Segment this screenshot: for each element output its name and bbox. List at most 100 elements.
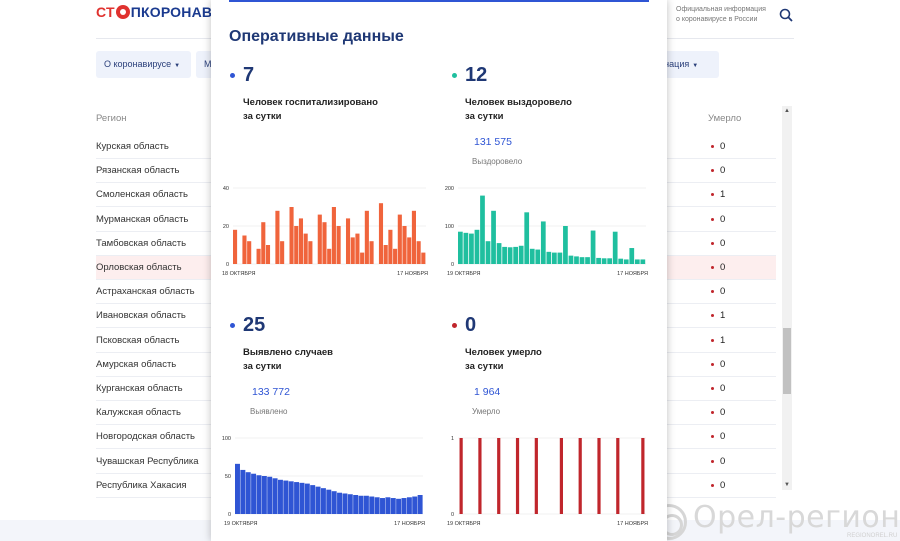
chart-bar[interactable] bbox=[412, 496, 418, 514]
chart-bar[interactable] bbox=[369, 496, 375, 514]
chart-bar[interactable] bbox=[411, 210, 416, 264]
chart-bar[interactable] bbox=[308, 241, 313, 264]
chart-bar[interactable] bbox=[596, 257, 601, 264]
chart-bar[interactable] bbox=[535, 249, 541, 264]
chart-bar[interactable] bbox=[380, 498, 385, 514]
chart-bar[interactable] bbox=[315, 486, 321, 514]
chart-bar[interactable] bbox=[397, 214, 402, 264]
chart-bar[interactable] bbox=[401, 498, 407, 514]
chart-bar[interactable] bbox=[579, 257, 585, 264]
chart-bar[interactable] bbox=[320, 488, 326, 514]
chart-bar[interactable] bbox=[540, 221, 546, 264]
chart-bar[interactable] bbox=[578, 438, 582, 514]
chart-bar[interactable] bbox=[283, 480, 289, 514]
chart-bar[interactable] bbox=[618, 258, 624, 264]
chart-bar[interactable] bbox=[304, 483, 310, 514]
chart-bar[interactable] bbox=[242, 235, 247, 265]
chart-bar[interactable] bbox=[388, 229, 393, 264]
chart-bar[interactable] bbox=[634, 259, 640, 264]
chart-bar[interactable] bbox=[233, 229, 238, 264]
chart-bar[interactable] bbox=[640, 259, 646, 264]
chart-bar[interactable] bbox=[496, 243, 502, 264]
chart-bar[interactable] bbox=[294, 226, 299, 264]
column-header-died[interactable]: Умерло bbox=[708, 113, 742, 124]
chart-bar[interactable] bbox=[336, 226, 341, 264]
chart-bar[interactable] bbox=[385, 497, 391, 514]
column-header-region[interactable]: Регион bbox=[96, 113, 127, 124]
chart-bar[interactable] bbox=[534, 438, 538, 514]
chart-bar[interactable] bbox=[574, 256, 579, 264]
chart-bar[interactable] bbox=[623, 259, 629, 264]
chart-bar[interactable] bbox=[272, 478, 278, 514]
chart-bar[interactable] bbox=[552, 252, 557, 264]
chart-bar[interactable] bbox=[383, 245, 388, 264]
chart-bar[interactable] bbox=[331, 491, 337, 514]
chart-bar[interactable] bbox=[374, 497, 380, 514]
chart-bar[interactable] bbox=[342, 493, 348, 514]
chart-bar[interactable] bbox=[337, 492, 343, 514]
menu-about-button[interactable]: О коронавирусе ▼ bbox=[96, 51, 191, 78]
chart-bar[interactable] bbox=[245, 472, 251, 514]
chart-bar[interactable] bbox=[299, 482, 305, 514]
chart-bar[interactable] bbox=[251, 473, 257, 514]
chart-bar[interactable] bbox=[256, 475, 262, 514]
chart-bar[interactable] bbox=[641, 438, 645, 514]
chart-bar[interactable] bbox=[322, 222, 327, 264]
chart-bar[interactable] bbox=[557, 252, 563, 264]
chart-bar[interactable] bbox=[310, 485, 316, 514]
chart-bar[interactable] bbox=[364, 210, 369, 264]
chart-bar[interactable] bbox=[317, 214, 322, 264]
chart-bar[interactable] bbox=[326, 489, 332, 514]
chart-bar[interactable] bbox=[416, 241, 421, 264]
chart-bar[interactable] bbox=[267, 476, 273, 514]
chart-bar[interactable] bbox=[331, 207, 336, 264]
chart-bar[interactable] bbox=[463, 232, 469, 264]
chart-bar[interactable] bbox=[529, 248, 535, 264]
chart-bar[interactable] bbox=[378, 203, 384, 264]
chart-bar[interactable] bbox=[546, 251, 552, 264]
site-logo[interactable]: СТ ПКОРОНАВИ bbox=[96, 4, 222, 20]
chart-bar[interactable] bbox=[597, 438, 601, 514]
chart-bar[interactable] bbox=[369, 241, 374, 264]
chart-bar[interactable] bbox=[347, 494, 353, 514]
chart-bar[interactable] bbox=[393, 248, 398, 264]
chart-bar[interactable] bbox=[518, 245, 524, 264]
chart-bar[interactable] bbox=[421, 252, 426, 264]
chart-bar[interactable] bbox=[345, 218, 351, 264]
chart-bar[interactable] bbox=[507, 247, 513, 264]
chart-bar[interactable] bbox=[469, 233, 474, 264]
chart-bar[interactable] bbox=[515, 438, 520, 514]
scroll-thumb[interactable] bbox=[783, 328, 791, 394]
chart-bar[interactable] bbox=[559, 438, 563, 514]
chart-bar[interactable] bbox=[601, 258, 607, 264]
chart-bar[interactable] bbox=[247, 241, 252, 264]
chart-bar[interactable] bbox=[240, 469, 246, 514]
official-info[interactable]: Официальная информация о коронавирусе в … bbox=[676, 5, 776, 25]
chart-bar[interactable] bbox=[417, 495, 423, 514]
chart-bar[interactable] bbox=[396, 498, 402, 514]
chart-bar[interactable] bbox=[288, 481, 294, 514]
table-scrollbar[interactable]: ▲ ▼ bbox=[782, 106, 792, 490]
chart-bar[interactable] bbox=[478, 438, 482, 514]
chart-bar[interactable] bbox=[355, 233, 360, 264]
chart-bar[interactable] bbox=[616, 438, 620, 514]
chart-bar[interactable] bbox=[459, 438, 463, 514]
chart-bar[interactable] bbox=[256, 248, 261, 264]
chart-bar[interactable] bbox=[327, 248, 332, 264]
scroll-up-icon[interactable]: ▲ bbox=[784, 108, 790, 114]
chart-bar[interactable] bbox=[294, 482, 300, 514]
chart-bar[interactable] bbox=[607, 258, 613, 264]
search-icon[interactable] bbox=[779, 8, 793, 22]
chart-bar[interactable] bbox=[275, 210, 280, 264]
chart-bar[interactable] bbox=[563, 226, 568, 264]
chart-bar[interactable] bbox=[513, 246, 519, 264]
chart-bar[interactable] bbox=[265, 245, 271, 264]
chart-bar[interactable] bbox=[524, 212, 530, 264]
chart-bar[interactable] bbox=[474, 229, 480, 264]
chart-bar[interactable] bbox=[363, 495, 369, 514]
chart-bar[interactable] bbox=[612, 231, 618, 264]
chart-bar[interactable] bbox=[358, 495, 364, 514]
chart-bar[interactable] bbox=[280, 241, 285, 264]
chart-bar[interactable] bbox=[235, 463, 240, 514]
chart-bar[interactable] bbox=[303, 233, 308, 264]
